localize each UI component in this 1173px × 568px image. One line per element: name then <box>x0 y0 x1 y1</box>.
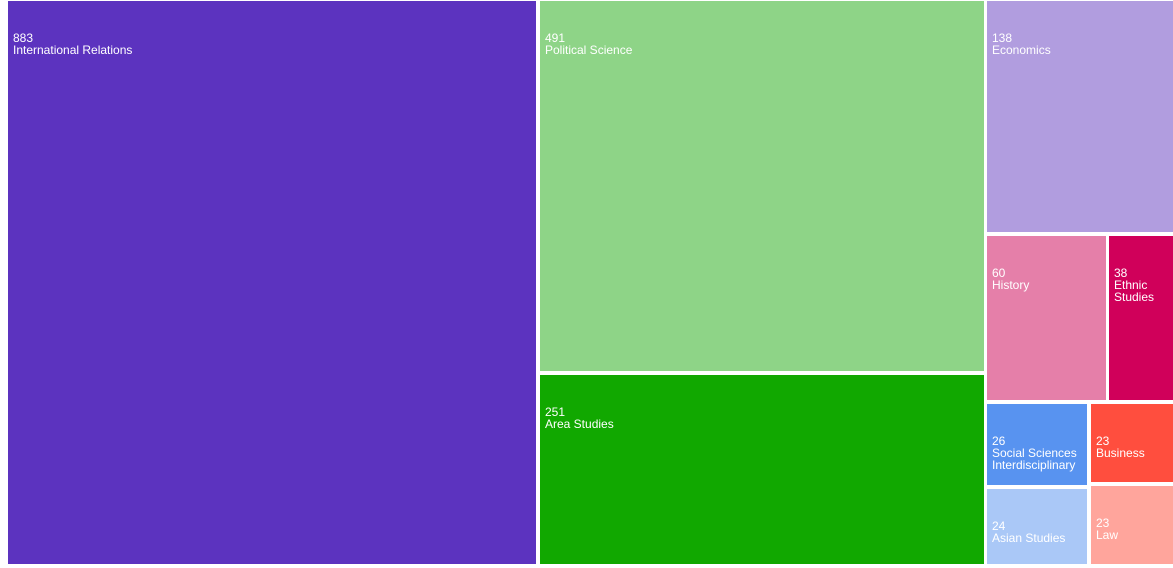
tile-name: History <box>992 278 1030 292</box>
tile-name: Political Science <box>545 43 633 57</box>
tile-name: Business <box>1096 446 1145 460</box>
tile-name: Asian Studies <box>992 531 1066 545</box>
tile-value: 491 <box>545 31 566 45</box>
treemap-tile-economics[interactable]: 138 Economics <box>987 1 1173 232</box>
treemap-tile-business[interactable]: 23 Business <box>1091 404 1173 482</box>
treemap-tile-law[interactable]: 23 Law <box>1091 486 1173 564</box>
tile-value: 138 <box>992 31 1013 45</box>
treemap-tile-political-science[interactable]: 491 Political Science <box>540 1 984 371</box>
tile-label: 138 Economics <box>992 32 1051 56</box>
tile-value: 60 <box>992 266 1006 280</box>
tile-name: International Relations <box>13 43 133 57</box>
tile-value: 23 <box>1096 434 1110 448</box>
tile-value: 24 <box>992 519 1006 533</box>
tile-label: 883 International Relations <box>13 32 132 56</box>
tile-value: 23 <box>1096 516 1110 530</box>
tile-label: 251 Area Studies <box>545 406 614 430</box>
tile-label: 38 Ethnic Studies <box>1114 267 1168 303</box>
tile-value: 883 <box>13 31 34 45</box>
treemap-tile-area-studies[interactable]: 251 Area Studies <box>540 375 984 564</box>
tile-name: Law <box>1096 528 1119 542</box>
treemap-tile-ethnic-studies[interactable]: 38 Ethnic Studies <box>1109 236 1173 400</box>
treemap-tile-international-relations[interactable]: 883 International Relations <box>8 1 536 564</box>
tile-label: 491 Political Science <box>545 32 632 56</box>
tile-label: 24 Asian Studies <box>992 520 1082 544</box>
tile-name: Ethnic Studies <box>1114 278 1155 304</box>
treemap-tile-asian-studies[interactable]: 24 Asian Studies <box>987 489 1087 564</box>
tile-label: 60 History <box>992 267 1029 291</box>
tile-label: 23 Law <box>1096 517 1168 541</box>
tile-value: 26 <box>992 434 1006 448</box>
treemap-tile-social-sciences-interdisciplinary[interactable]: 26 Social Sciences Interdisciplinary <box>987 404 1087 485</box>
tile-value: 38 <box>1114 266 1128 280</box>
tile-name: Economics <box>992 43 1051 57</box>
tile-value: 251 <box>545 405 566 419</box>
tile-label: 23 Business <box>1096 435 1168 459</box>
tile-label: 26 Social Sciences Interdisciplinary <box>992 435 1082 471</box>
tile-name: Area Studies <box>545 417 614 431</box>
treemap-tile-history[interactable]: 60 History <box>987 236 1106 400</box>
tile-name: Social Sciences Interdisciplinary <box>992 446 1077 472</box>
